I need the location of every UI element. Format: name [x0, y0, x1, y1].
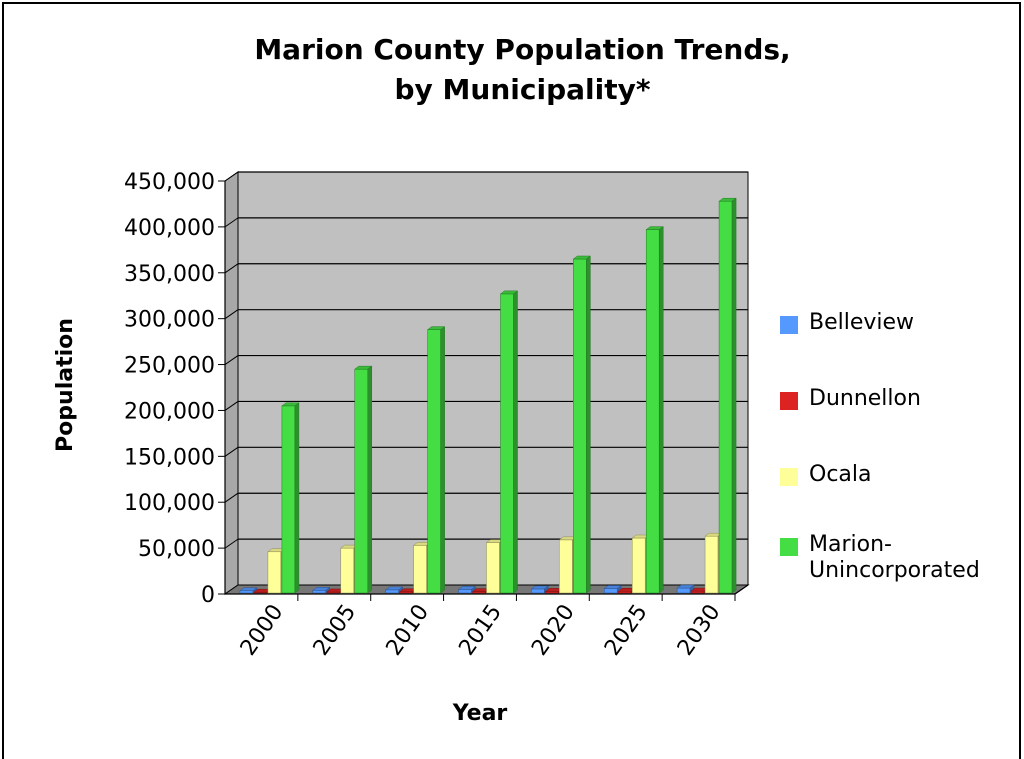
gridline-side [224, 538, 239, 549]
y-tick-label: 150,000 [124, 445, 215, 470]
gridline-side [224, 263, 239, 274]
chart-title-line-1: Marion County Population Trends, [254, 33, 791, 66]
legend-swatch [780, 392, 798, 410]
bar-3-0 [281, 405, 296, 594]
gridline-side [224, 492, 239, 503]
legend-swatch [780, 538, 798, 556]
x-tick-label: 2025 [600, 600, 653, 660]
gridline-side [224, 446, 239, 457]
gridline-side [224, 309, 239, 320]
y-tick-label: 350,000 [124, 262, 215, 287]
y-tick-label: 200,000 [124, 399, 215, 424]
x-tick-label: 2005 [309, 600, 362, 660]
y-tick-label: 50,000 [138, 537, 215, 562]
bar-0-3 [458, 589, 472, 594]
bar-side [513, 290, 518, 594]
bar-0-0 [239, 590, 254, 594]
gridline-side [224, 355, 239, 365]
bar-side [440, 326, 445, 594]
bar-0-1 [312, 590, 327, 594]
bar-side [367, 365, 373, 594]
chart-title: Marion County Population Trends, by Muni… [0, 30, 1024, 110]
bar-3-5 [645, 229, 660, 594]
bar-0-4 [531, 588, 545, 594]
y-tick-label: 0 [201, 583, 215, 608]
x-tick-label: 2010 [382, 600, 435, 660]
x-tick-label: 2030 [673, 600, 726, 660]
bar-2-5 [631, 537, 646, 594]
gridline-side [224, 217, 239, 228]
y-tick-label: 100,000 [124, 491, 215, 516]
bar-0-2 [385, 589, 399, 594]
legend-label: Ocala [809, 462, 872, 487]
legend-label: Dunnellon [809, 386, 921, 411]
legend-swatch [780, 468, 798, 486]
bar-3-2 [427, 329, 441, 594]
x-axis-title: Year [452, 701, 508, 726]
y-tick-label: 250,000 [124, 354, 215, 379]
gridline-side [224, 171, 239, 182]
x-tick-label: 2000 [236, 600, 289, 660]
chart-title-line-2: by Municipality* [394, 73, 651, 106]
bar-2-2 [413, 545, 427, 594]
y-axis-title: Population [53, 318, 78, 452]
x-tick-label: 2015 [454, 600, 507, 660]
y-tick-label: 300,000 [124, 308, 215, 333]
bar-1-5 [617, 590, 632, 594]
y-tick-label: 400,000 [124, 216, 215, 241]
bar-2-4 [559, 539, 573, 594]
bar-0-6 [676, 587, 691, 594]
x-axis-edge [734, 584, 749, 595]
x-tick-label: 2020 [527, 600, 580, 660]
bar-2-1 [340, 547, 355, 594]
bar-3-4 [573, 258, 587, 594]
bar-side [731, 197, 737, 594]
bar-side [294, 402, 300, 594]
legend-label: Belleview [809, 310, 915, 335]
bar-0-5 [603, 588, 618, 594]
gridline-side [224, 401, 239, 411]
legend-swatch [780, 316, 798, 334]
bar-side [658, 226, 664, 594]
bar-2-3 [486, 542, 500, 594]
legend-label: Marion- Unincorporated [809, 532, 980, 583]
bar-3-1 [354, 368, 369, 594]
bar-side [586, 255, 591, 594]
bar-1-6 [690, 590, 705, 594]
plot-side-wall [224, 171, 239, 595]
bar-3-3 [500, 293, 514, 594]
bar-2-6 [704, 535, 719, 594]
plot-back-wall [237, 171, 749, 586]
bar-3-6 [718, 200, 733, 594]
bar-2-0 [267, 551, 282, 594]
y-tick-label: 450,000 [124, 170, 215, 195]
